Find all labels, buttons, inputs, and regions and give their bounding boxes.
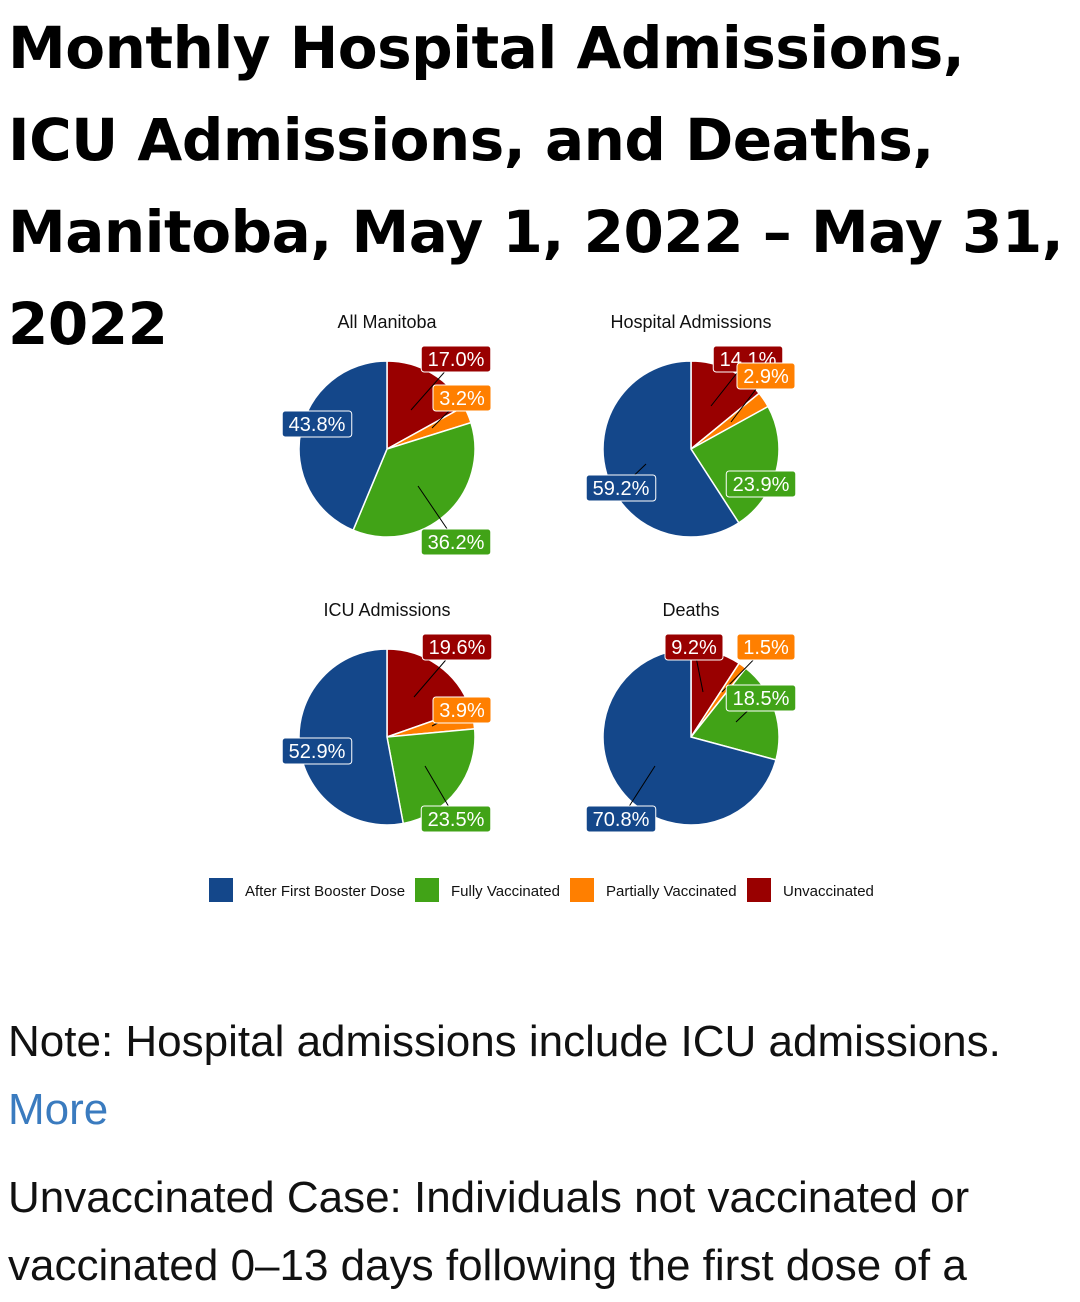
data-label-after-first-booster-dose: 70.8% (585, 805, 657, 833)
label-box (420, 345, 492, 373)
data-label-partially-vaccinated: 3.2% (432, 384, 492, 412)
legend-item-after-first-booster-dose: After First Booster Dose (209, 878, 405, 902)
legend-swatch (747, 878, 771, 902)
legend-label: After First Booster Dose (245, 883, 405, 900)
pie-chart-grid: All Manitoba 17.0% 3.2% 36.2% 43.8% Hospital … (209, 312, 874, 902)
data-label-fully-vaccinated: 36.2% (420, 528, 492, 556)
legend-swatch (209, 878, 233, 902)
pie-title: Deaths (662, 600, 719, 620)
pie-slice-after-first-booster-dose (602, 648, 777, 826)
data-label-text: 17.0% (428, 349, 485, 371)
label-box (420, 528, 492, 556)
legend-label: Fully Vaccinated (451, 883, 560, 900)
pie-title: ICU Admissions (323, 600, 450, 620)
label-box (736, 362, 796, 390)
label-box (585, 805, 657, 833)
note-text: Note: Hospital admissions include ICU ad… (8, 1017, 1001, 1066)
label-box (725, 684, 797, 712)
data-label-text: 3.9% (439, 700, 485, 722)
data-label-after-first-booster-dose: 52.9% (281, 737, 353, 765)
legend-item-unvaccinated: Unvaccinated (747, 878, 874, 902)
legend-swatch (415, 878, 439, 902)
label-box (432, 384, 492, 412)
data-label-fully-vaccinated: 23.9% (725, 470, 797, 498)
data-label-text: 43.8% (289, 414, 346, 436)
legend-label: Partially Vaccinated (606, 883, 737, 900)
pie-title: All Manitoba (337, 312, 437, 332)
data-label-unvaccinated: 19.6% (421, 633, 493, 661)
legend-swatch (570, 878, 594, 902)
label-box (281, 737, 353, 765)
pie-slice-after-first-booster-dose (298, 648, 405, 826)
label-box (585, 474, 657, 502)
legend-label: Unvaccinated (783, 883, 874, 900)
label-box (664, 633, 724, 661)
legend: After First Booster Dose Fully Vaccinated… (209, 878, 874, 902)
data-label-text: 59.2% (593, 478, 650, 500)
pie-deaths: Deaths 9.2% 1.5% 18.5% 70.8% (585, 600, 797, 833)
data-label-after-first-booster-dose: 59.2% (585, 474, 657, 502)
pie-slice-fully-vaccinated (352, 421, 476, 538)
data-label-unvaccinated: 9.2% (664, 633, 724, 661)
data-label-text: 36.2% (428, 532, 485, 554)
label-box (420, 805, 492, 833)
data-label-text: 52.9% (289, 741, 346, 763)
data-label-text: 18.5% (733, 688, 790, 710)
legend-item-partially-vaccinated: Partially Vaccinated (570, 878, 737, 902)
hospital-note: Note: Hospital admissions include ICU ad… (8, 1008, 1074, 1144)
pie-all-manitoba: All Manitoba 17.0% 3.2% 36.2% 43.8% (281, 312, 492, 556)
legend-item-fully-vaccinated: Fully Vaccinated (415, 878, 560, 902)
label-box (421, 633, 493, 661)
data-label-text: 23.5% (428, 809, 485, 831)
data-label-fully-vaccinated: 18.5% (725, 684, 797, 712)
data-label-unvaccinated: 17.0% (420, 345, 492, 373)
label-box (281, 410, 353, 438)
label-box (725, 470, 797, 498)
data-label-text: 23.9% (733, 474, 790, 496)
data-label-text: 70.8% (593, 809, 650, 831)
unvaccinated-definition: Unvaccinated Case: Individuals not vacci… (8, 1173, 970, 1290)
label-box (736, 633, 796, 661)
data-label-text: 9.2% (671, 637, 717, 659)
data-label-after-first-booster-dose: 43.8% (281, 410, 353, 438)
data-label-text: 1.5% (743, 637, 789, 659)
data-label-text: 3.2% (439, 388, 485, 410)
label-box (432, 696, 492, 724)
data-label-text: 19.6% (429, 637, 486, 659)
pie-title: Hospital Admissions (610, 312, 771, 332)
data-label-partially-vaccinated: 1.5% (736, 633, 796, 661)
data-label-partially-vaccinated: 2.9% (736, 362, 796, 390)
data-label-text: 2.9% (743, 366, 789, 388)
pie-icu-admissions: ICU Admissions 19.6% 3.9% 23.5% 52.9% (281, 600, 493, 833)
page-title: Monthly Hospital Admissions, ICU Admissi… (8, 14, 1064, 358)
more-link[interactable]: More (8, 1085, 109, 1134)
data-label-partially-vaccinated: 3.9% (432, 696, 492, 724)
data-label-fully-vaccinated: 23.5% (420, 805, 492, 833)
